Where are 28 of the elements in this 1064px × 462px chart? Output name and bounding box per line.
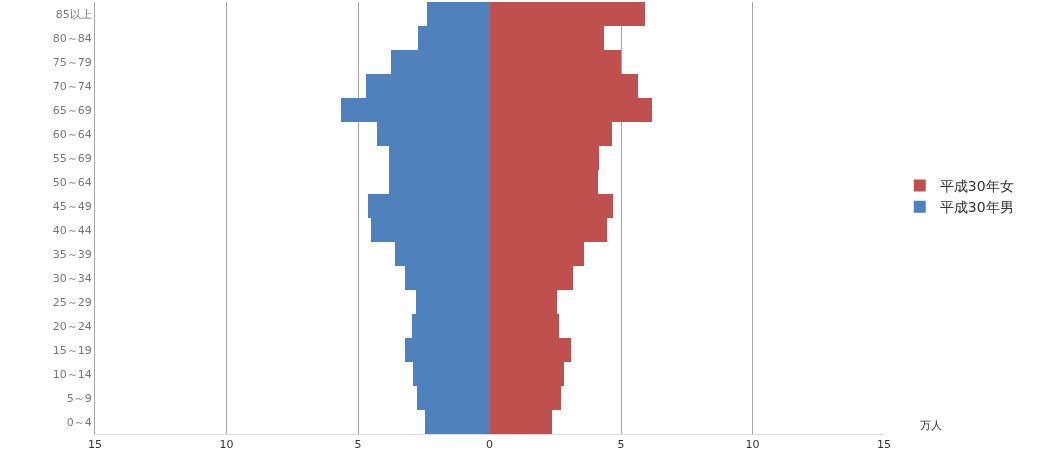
y-tick-label: 0～4 [66, 415, 92, 429]
x-axis-title: 万人 [920, 419, 942, 432]
x-tick-label: 15 [88, 438, 102, 452]
y-tick-label: 80～84 [52, 31, 92, 45]
y-tick-label: 35～39 [52, 247, 92, 261]
y-tick-label: 15～19 [52, 343, 92, 357]
y-tick-label: 75～79 [52, 55, 92, 69]
y-tick-label: 20～24 [52, 319, 92, 333]
y-tick-label: 30～34 [52, 271, 92, 285]
y-tick-label: 50～64 [52, 175, 92, 189]
legend-label: 平成30年女 [939, 177, 1014, 194]
x-tick-label: 10 [219, 438, 234, 452]
x-tick-label: 10 [745, 438, 760, 452]
y-tick-label: 5～9 [66, 391, 92, 405]
x-tick-label: 5 [617, 438, 625, 452]
y-tick-label: 45～49 [52, 199, 92, 213]
y-tick-label: 70～74 [52, 79, 92, 93]
x-tick-label: 0 [486, 438, 493, 452]
y-tick-label: 10～14 [52, 367, 92, 381]
legend-label: 平成30年男 [939, 199, 1014, 216]
y-tick-label: 25～29 [52, 295, 92, 309]
y-tick-label: 55～69 [52, 151, 92, 165]
y-tick-label: 65～69 [52, 103, 92, 117]
y-tick-label: 40～44 [52, 223, 92, 237]
y-tick-label: 60～64 [52, 127, 92, 141]
x-tick-label: 5 [354, 438, 362, 452]
x-tick-label: 15 [877, 438, 891, 452]
y-tick-label: 85以上 [55, 7, 92, 21]
